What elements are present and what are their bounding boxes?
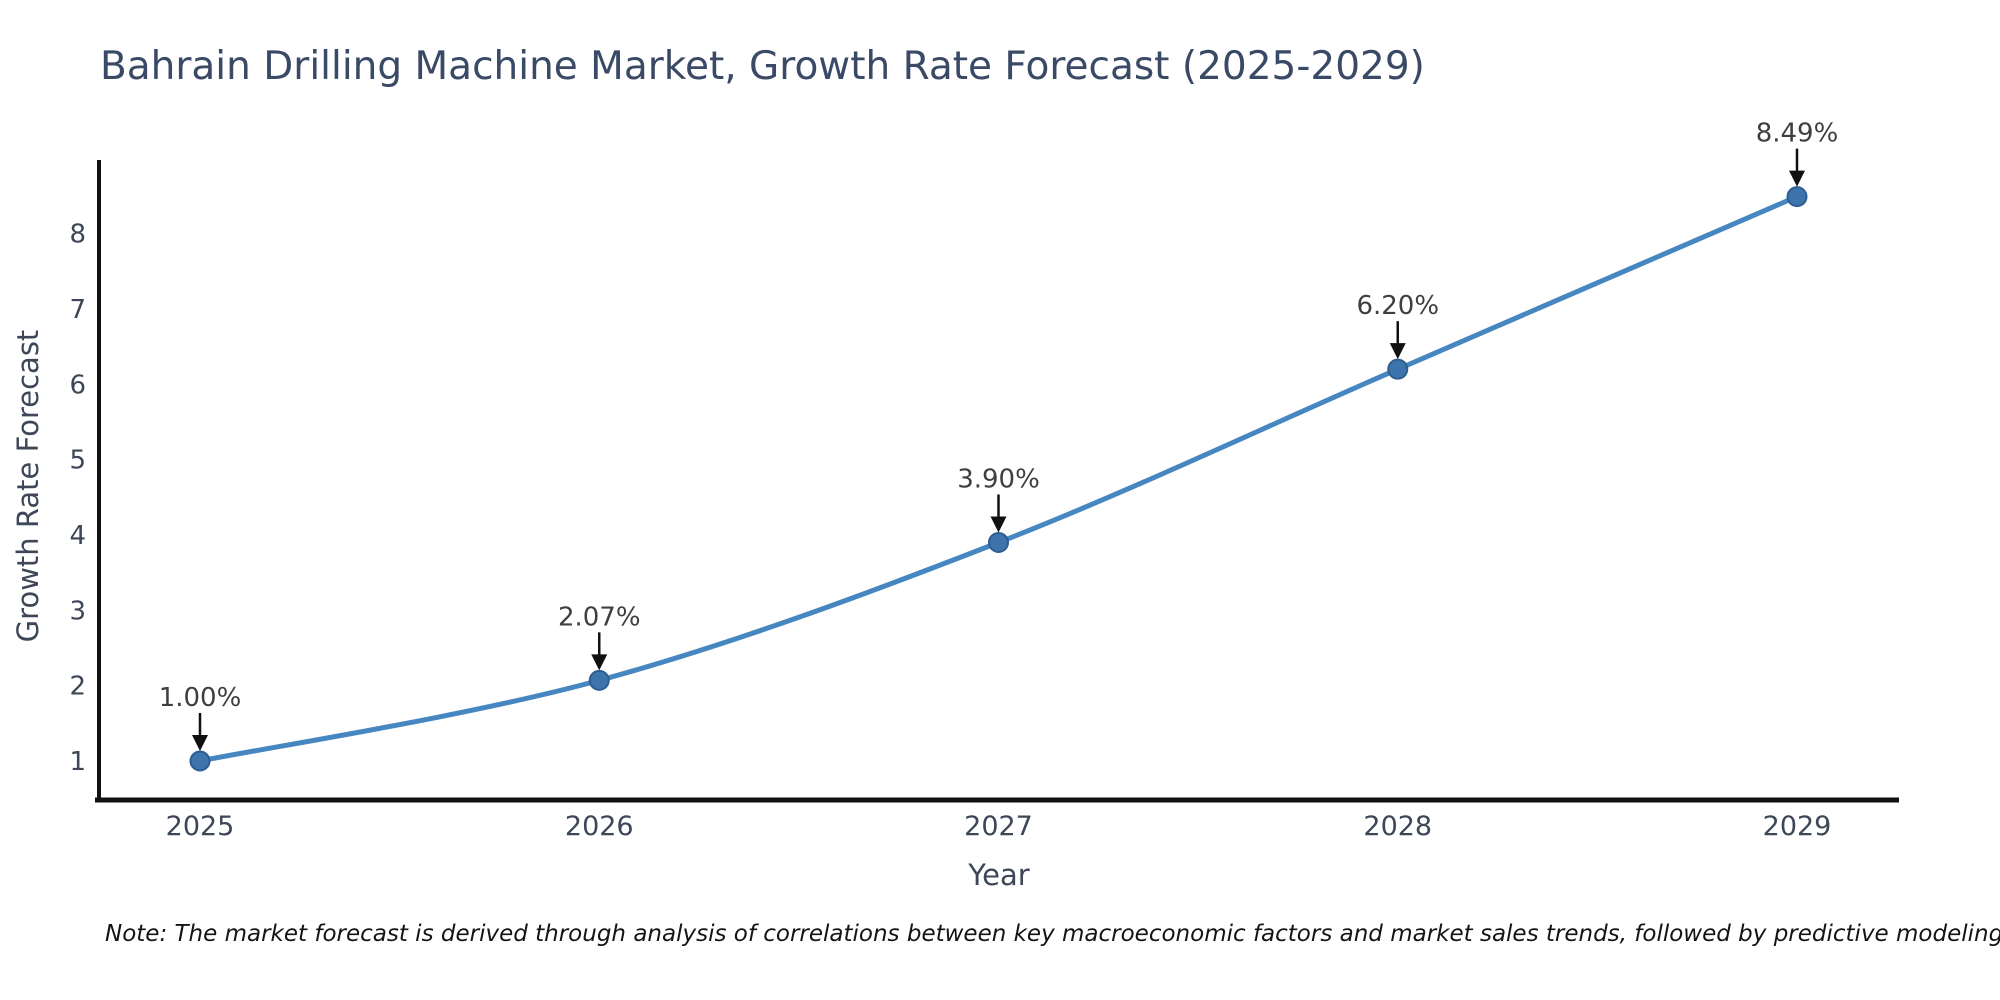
x-tick-label: 2028 [1363, 811, 1432, 842]
y-tick-label: 2 [69, 672, 86, 702]
footnote: Note: The market forecast is derived thr… [105, 921, 2000, 947]
annotation-arrowhead [1789, 170, 1805, 187]
y-tick-label: 8 [69, 220, 86, 250]
annotation-arrowhead [192, 735, 208, 751]
x-tick-label: 2029 [1763, 811, 1832, 842]
data-point-marker [189, 750, 211, 772]
y-tick-label: 3 [69, 596, 86, 626]
x-axis-label: Year [968, 858, 1030, 892]
y-tick-label: 1 [69, 747, 86, 777]
data-point-marker [1387, 358, 1409, 380]
data-point-label: 6.20% [1356, 291, 1439, 321]
y-tick-label: 7 [69, 295, 86, 325]
x-tick-label: 2025 [166, 811, 235, 842]
annotation-arrowhead [591, 654, 608, 671]
data-point-label: 8.49% [1756, 119, 1839, 149]
annotation-arrowhead [1389, 343, 1406, 360]
chart-title: Bahrain Drilling Machine Market, Growth … [100, 44, 1425, 89]
y-tick-label: 5 [69, 446, 86, 476]
x-tick-label: 2027 [964, 811, 1033, 842]
x-tick-label: 2026 [565, 811, 634, 842]
data-point-label: 3.90% [957, 464, 1040, 494]
y-tick-label: 6 [69, 370, 86, 400]
y-tick-label: 4 [69, 521, 86, 551]
data-point-marker [588, 669, 610, 691]
data-point-label: 1.00% [159, 683, 242, 713]
data-point-marker [988, 531, 1009, 553]
data-point-marker [1786, 186, 1808, 208]
annotation-arrowhead [990, 516, 1007, 533]
data-point-label: 2.07% [558, 602, 641, 632]
